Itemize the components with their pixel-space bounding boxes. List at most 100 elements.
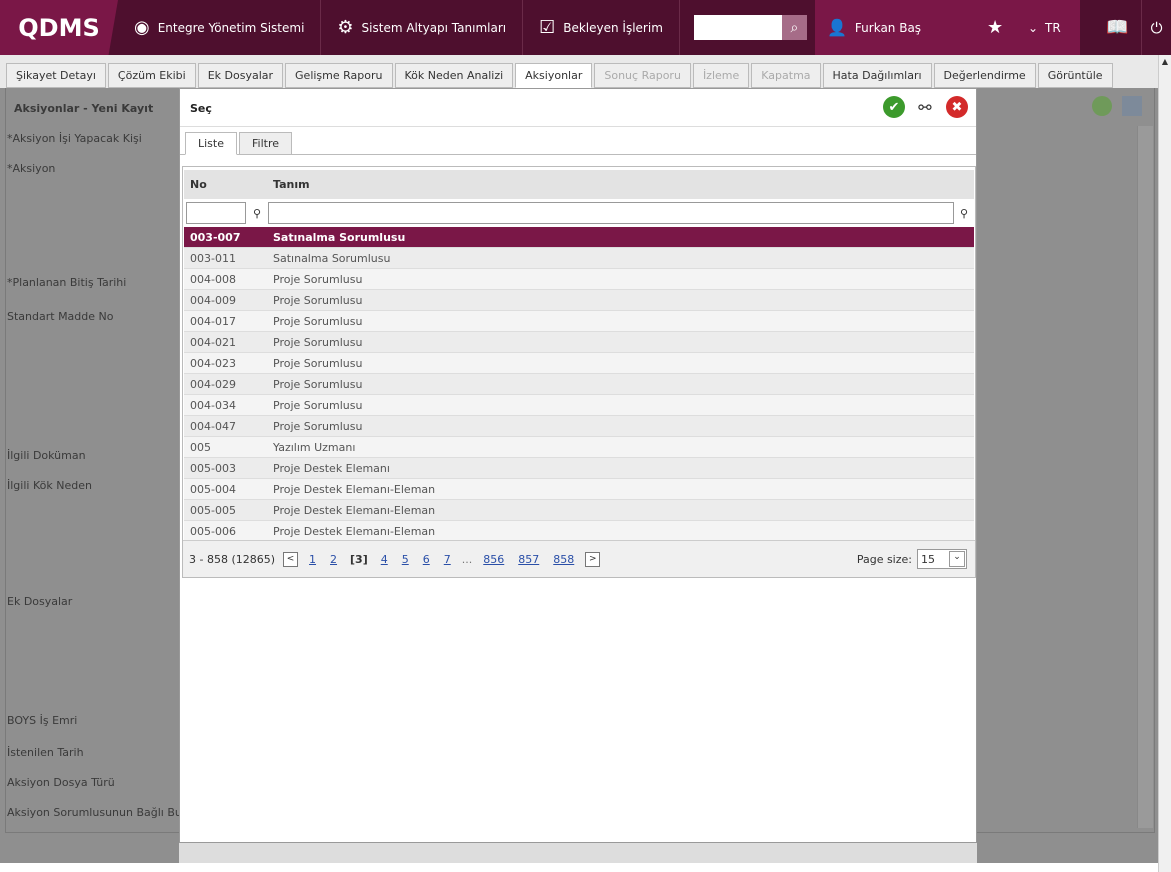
tab-2[interactable]: Ek Dosyalar	[197, 63, 284, 88]
form-label: İstenilen Tarih	[7, 746, 84, 759]
page-link[interactable]: 2	[330, 552, 338, 566]
back-icon[interactable]	[1092, 96, 1112, 116]
confirm-check-icon[interactable]: ✔	[883, 96, 905, 118]
table-row[interactable]: 005-004 Proje Destek Elemanı-Eleman	[184, 479, 974, 500]
nav-label: Entegre Yönetim Sistemi	[157, 20, 305, 35]
filter-icon[interactable]: ⚲	[252, 206, 262, 220]
power-icon[interactable]: ⏻	[1141, 0, 1171, 55]
table-row[interactable]: 005-005 Proje Destek Elemanı-Eleman	[184, 500, 974, 521]
form-label: *Aksiyon İşi Yapacak Kişi	[7, 132, 142, 145]
language-select[interactable]: TR	[1045, 20, 1061, 35]
nav-entegre[interactable]: ◉ Entegre Yönetim Sistemi	[118, 0, 322, 55]
cell-no: 004-017	[190, 314, 236, 328]
table-row[interactable]: 004-023 Proje Sorumlusu	[184, 353, 974, 374]
q-icon: ◉	[134, 17, 150, 38]
no-filter-input[interactable]	[186, 202, 246, 224]
qdms-logo[interactable]: QDMS	[0, 0, 118, 55]
clipboard-icon: ☑	[539, 17, 556, 38]
table-row[interactable]: 003-011 Satınalma Sorumlusu	[184, 248, 974, 269]
cell-tanim: Proje Sorumlusu	[273, 293, 363, 307]
cell-no: 004-021	[190, 335, 236, 349]
nav-sistem[interactable]: ⚙ Sistem Altyapı Tanımları	[321, 0, 524, 55]
tab-8: Kapatma	[751, 63, 821, 88]
cell-tanim: Proje Destek Elemanı-Eleman	[273, 482, 436, 496]
table-row[interactable]: 004-021 Proje Sorumlusu	[184, 332, 974, 353]
page-size-value: 15	[921, 552, 935, 566]
cell-no: 004-029	[190, 377, 236, 391]
tab-10[interactable]: Değerlendirme	[933, 63, 1036, 88]
next-page-icon[interactable]: >	[585, 551, 601, 567]
select-dialog: Seç ✔ ⚯ ✖ Liste Filtre No Tanım ⚲ ⚲ 003-0…	[179, 88, 977, 843]
tab-1[interactable]: Çözüm Ekibi	[107, 63, 196, 88]
dialog-title: Seç	[190, 102, 212, 115]
tab-9[interactable]: Hata Dağılımları	[822, 63, 932, 88]
cell-tanim: Proje Destek Elemanı	[273, 461, 390, 475]
inner-scrollbar[interactable]	[1137, 126, 1153, 828]
chevron-down-icon[interactable]: ⌄	[1028, 20, 1039, 35]
current-page: [3]	[350, 552, 368, 566]
cell-no: 004-008	[190, 272, 236, 286]
tab-bar: Şikayet Detayı Çözüm Ekibi Ek Dosyalar Geli…	[0, 55, 1158, 88]
results-grid: No Tanım ⚲ ⚲ 003-007 Satınalma Sorumlusu 00…	[182, 166, 976, 578]
cell-tanim: Satınalma Sorumlusu	[273, 230, 406, 244]
cell-no: 003-007	[190, 230, 241, 244]
cell-tanim: Proje Sorumlusu	[273, 272, 363, 286]
pager-ellipsis: ...	[461, 552, 473, 566]
page-link[interactable]: 856	[483, 552, 505, 566]
tab-5[interactable]: Aksiyonlar	[515, 63, 593, 88]
cell-tanim: Proje Sorumlusu	[273, 377, 363, 391]
col-no[interactable]: No	[190, 178, 207, 191]
table-row[interactable]: 005-003 Proje Destek Elemanı	[184, 458, 974, 479]
cell-no: 004-047	[190, 419, 236, 433]
tab-3[interactable]: Gelişme Raporu	[285, 63, 393, 88]
form-label: Aksiyon Dosya Türü	[7, 776, 115, 789]
form-label: Aksiyon Sorumlusunun Bağlı Bulund	[7, 806, 206, 819]
nav-label: Bekleyen İşlerim	[563, 20, 663, 35]
close-icon[interactable]: ✖	[946, 96, 968, 118]
user-name[interactable]: Furkan Baş	[854, 20, 922, 35]
tanim-filter-input[interactable]	[268, 202, 954, 224]
page-link[interactable]: 7	[443, 552, 451, 566]
tab-4[interactable]: Kök Neden Analizi	[394, 63, 514, 88]
page-link[interactable]: 6	[422, 552, 430, 566]
save-icon[interactable]	[1122, 96, 1142, 116]
tab-filtre[interactable]: Filtre	[239, 132, 293, 155]
search-icon[interactable]: ⌕	[781, 15, 807, 40]
page-link[interactable]: 4	[380, 552, 388, 566]
prev-page-icon[interactable]: <	[283, 551, 299, 567]
page-link[interactable]: 1	[309, 552, 317, 566]
page-scrollbar[interactable]: ▲	[1158, 55, 1171, 872]
form-title: Aksiyonlar - Yeni Kayıt	[14, 102, 154, 115]
pager-summary: 3 - 858 (12865)	[189, 552, 276, 566]
table-row[interactable]: 004-034 Proje Sorumlusu	[184, 395, 974, 416]
page-link[interactable]: 5	[401, 552, 409, 566]
table-row[interactable]: 004-029 Proje Sorumlusu	[184, 374, 974, 395]
table-row[interactable]: 005 Yazılım Uzmanı	[184, 437, 974, 458]
tab-liste[interactable]: Liste	[185, 132, 237, 155]
user-icon: 👤	[827, 18, 847, 37]
page-link[interactable]: 857	[518, 552, 540, 566]
table-row[interactable]: 004-017 Proje Sorumlusu	[184, 311, 974, 332]
binoculars-icon[interactable]: ⚯	[918, 97, 932, 117]
page-size-label: Page size:	[856, 552, 912, 566]
filter-icon[interactable]: ⚲	[959, 206, 969, 220]
table-row[interactable]: 004-047 Proje Sorumlusu	[184, 416, 974, 437]
page-link[interactable]: 858	[553, 552, 575, 566]
search-input[interactable]	[693, 15, 782, 40]
tab-0[interactable]: Şikayet Detayı	[6, 63, 106, 88]
dialog-footer	[179, 843, 977, 863]
table-row[interactable]: 005-006 Proje Destek Elemanı-Eleman	[184, 521, 974, 542]
page-size-select[interactable]: 15 ⌄	[917, 549, 967, 569]
nav-bekleyen[interactable]: ☑ Bekleyen İşlerim	[523, 0, 680, 55]
cell-tanim: Yazılım Uzmanı	[273, 440, 356, 454]
table-row[interactable]: 004-009 Proje Sorumlusu	[184, 290, 974, 311]
form-label: İlgili Doküman	[7, 449, 86, 462]
cell-no: 005-003	[190, 461, 236, 475]
table-row[interactable]: 003-007 Satınalma Sorumlusu	[184, 227, 974, 248]
tab-11[interactable]: Görüntüle	[1037, 63, 1113, 88]
star-icon[interactable]: ★	[987, 17, 1004, 38]
col-tanim[interactable]: Tanım	[273, 178, 310, 191]
user-area: 👤 Furkan Baş ★ ⌄ TR 📖 ⏻	[815, 0, 1171, 55]
table-row[interactable]: 004-008 Proje Sorumlusu	[184, 269, 974, 290]
chevron-down-icon: ⌄	[949, 551, 965, 567]
